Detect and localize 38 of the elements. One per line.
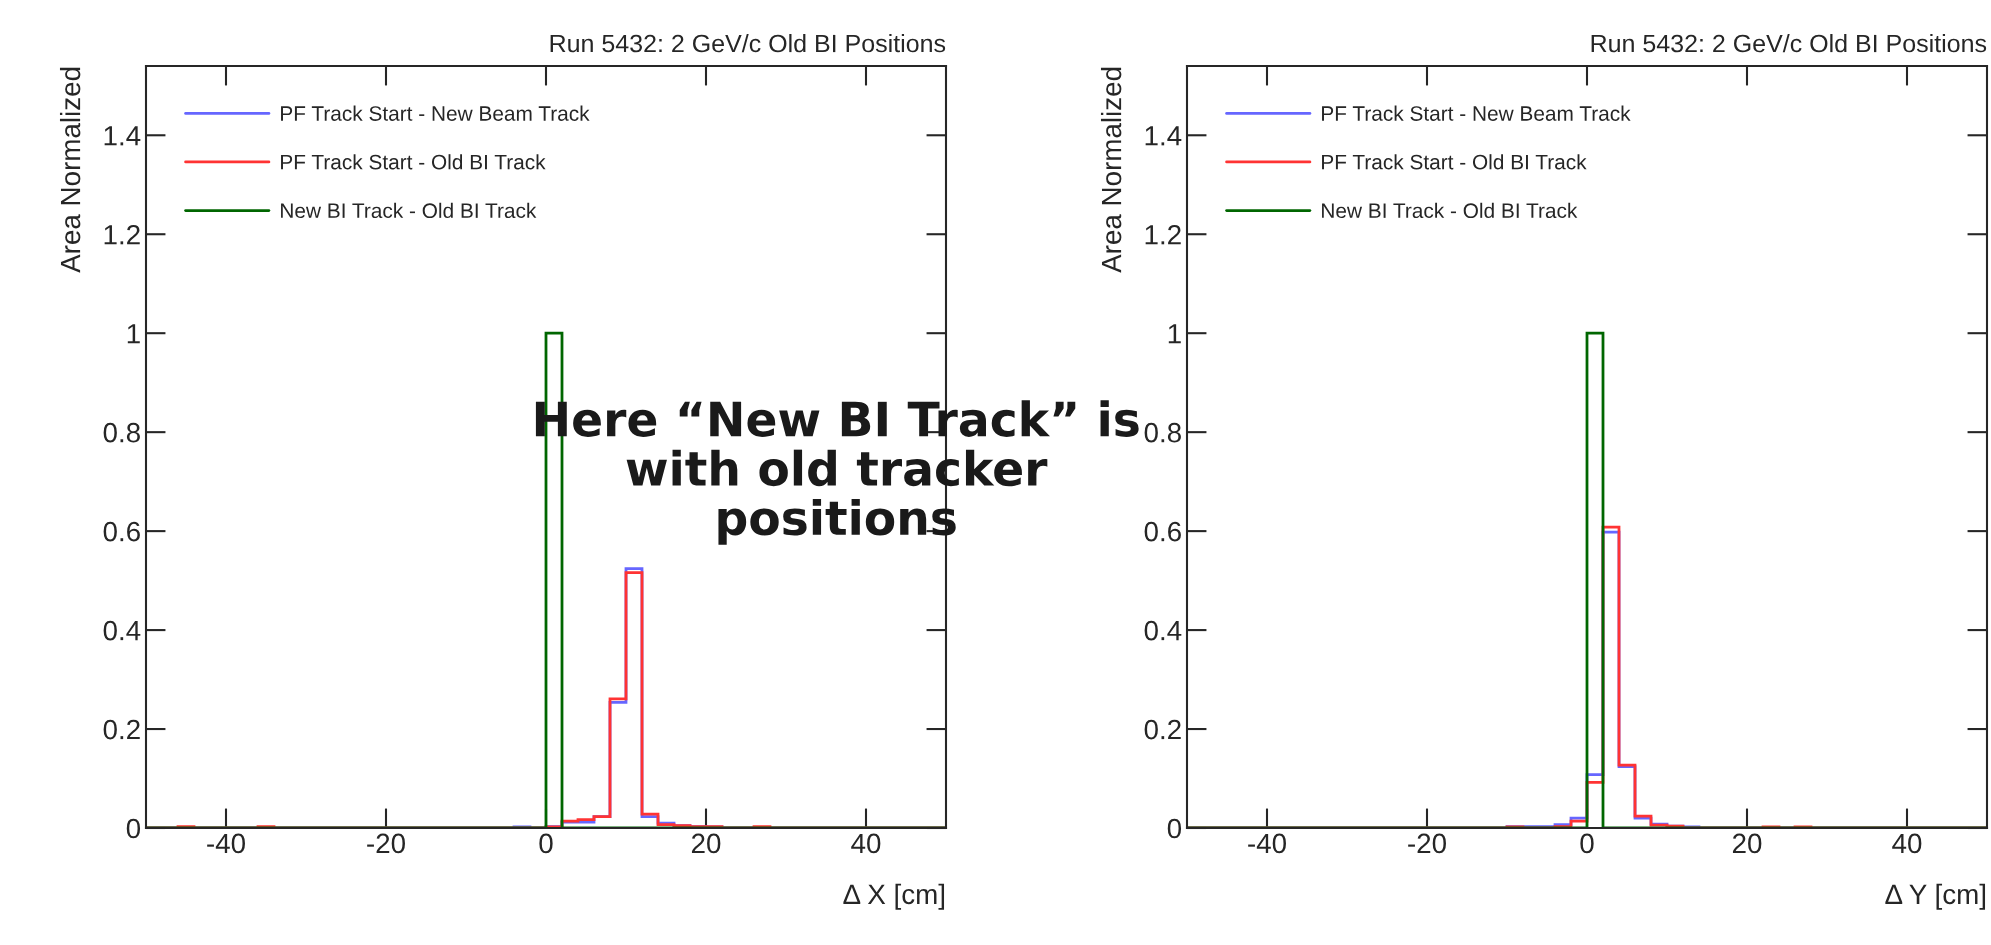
y-tick-label: 1.2: [1145, 224, 1181, 245]
y-tick-label: 1.4: [1145, 126, 1182, 146]
legend-label: New BI Track - Old BI Track: [281, 202, 537, 219]
chart-title: Run 5432: 2 GeV/c Old BI Positions: [550, 33, 946, 53]
x-axis-title: Δ X [cm]: [843, 883, 945, 910]
legend-label: PF Track Start - Old BI Track: [281, 154, 546, 170]
x-tick-label: 0: [539, 833, 553, 854]
y-tick-label: 0.4: [1144, 620, 1182, 641]
x-tick-label: 20: [691, 833, 721, 854]
x-tick-label: 20: [1732, 833, 1762, 854]
y-tick-label: 0.2: [103, 719, 140, 740]
y-tick-label: 0.8: [103, 422, 140, 443]
y-tick-label: 0.6: [103, 521, 140, 542]
legend-label: PF Track Start - New Beam Track: [281, 105, 590, 121]
x-tick-label: -20: [367, 833, 405, 854]
legend-label: New BI Track - Old BI Track: [1322, 202, 1578, 219]
y-tick-label: 0.2: [1144, 719, 1181, 740]
x-tick-label: -20: [1408, 833, 1446, 854]
y-tick-label: 0: [126, 818, 141, 839]
y-tick-label: 1: [1168, 324, 1181, 344]
x-tick-label: 40: [1892, 833, 1922, 854]
x-tick-label: -40: [1248, 833, 1286, 854]
y-tick-label: 0: [1167, 818, 1182, 839]
x-tick-label: -40: [207, 833, 245, 854]
y-axis-title: Area Normalized: [59, 67, 81, 273]
y-tick-label: 1.2: [104, 224, 140, 245]
y-tick-label: 0.8: [1144, 422, 1181, 443]
y-tick-label: 1.4: [104, 126, 141, 146]
x-tick-label: 40: [851, 833, 881, 854]
legend-label: PF Track Start - New Beam Track: [1322, 105, 1631, 121]
x-tick-label: 0: [1580, 833, 1594, 854]
y-tick-label: 0.4: [103, 620, 141, 641]
x-axis-title: Δ Y [cm]: [1885, 883, 1986, 910]
chart-title: Run 5432: 2 GeV/c Old BI Positions: [1591, 33, 1987, 53]
y-tick-label: 1: [127, 324, 140, 344]
y-tick-label: 0.6: [1144, 521, 1181, 542]
y-axis-title: Area Normalized: [1100, 67, 1122, 273]
legend-label: PF Track Start - Old BI Track: [1322, 154, 1587, 170]
